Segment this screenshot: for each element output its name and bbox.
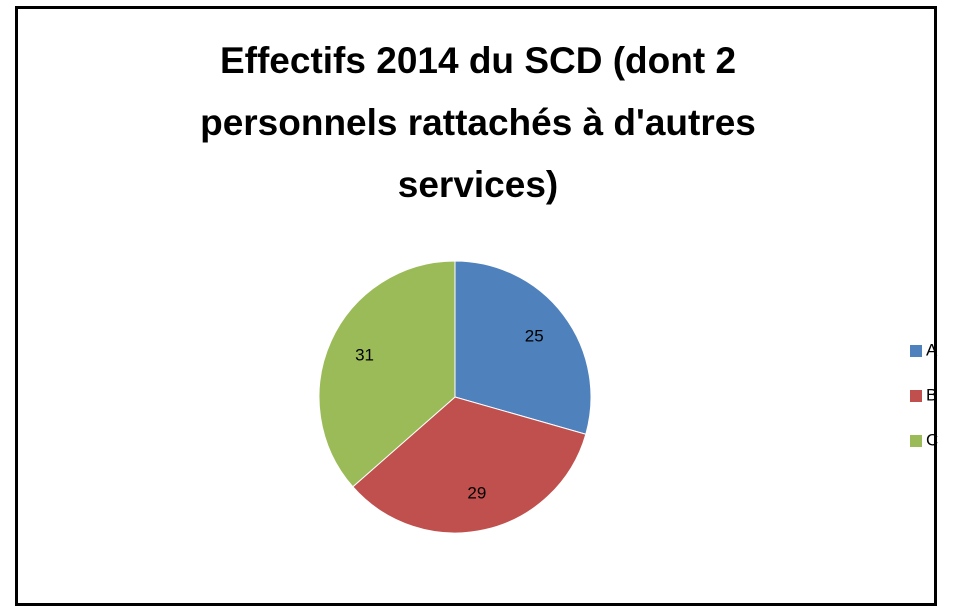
legend-swatch [910,435,922,447]
data-label: 25 [525,327,544,346]
data-label: 29 [467,483,486,502]
legend-label: B [926,385,937,404]
data-label: 31 [355,346,374,365]
legend-label: A [926,340,938,359]
pie-slice [318,260,456,488]
page: Effectifs 2014 du SCD (dont 2 personnels… [15,6,939,606]
chart: 25 29 31 A B C [318,260,938,534]
legend-label: C [926,430,938,449]
chart-title: Effectifs 2014 du SCD (dont 2 personnels… [200,40,756,205]
legend-swatch [910,390,922,402]
legend-swatch [910,345,922,357]
pie-slice [352,396,587,534]
pie-slice [454,260,592,435]
